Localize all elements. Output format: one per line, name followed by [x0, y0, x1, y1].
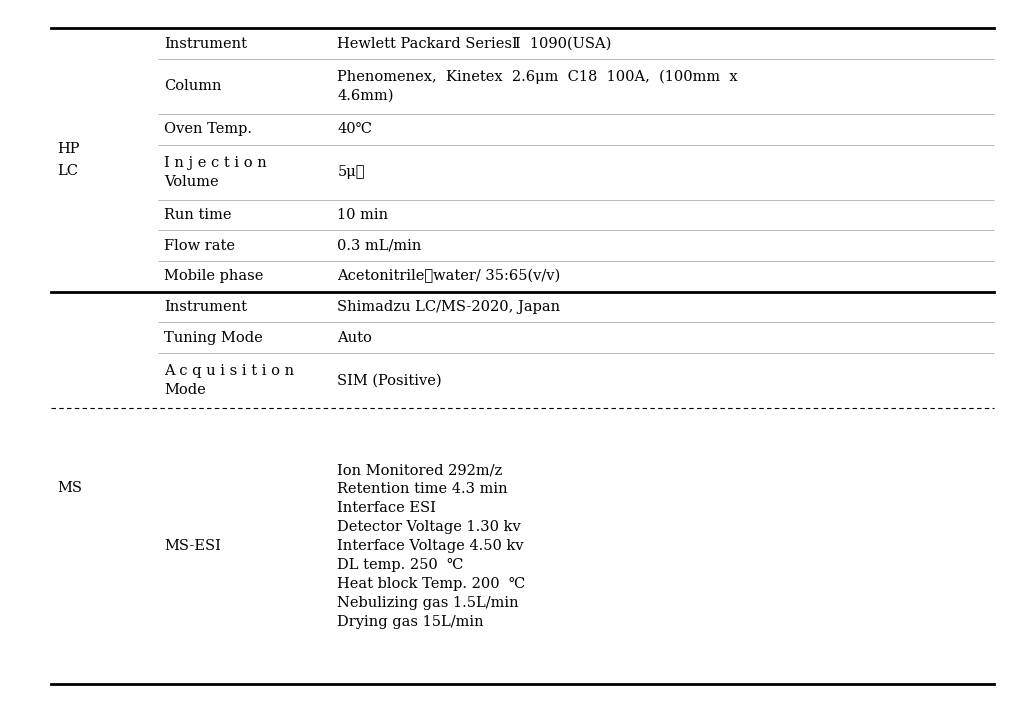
Text: MS-ESI: MS-ESI	[164, 539, 221, 553]
Text: I n j e c t i o n
Volume: I n j e c t i o n Volume	[164, 156, 267, 189]
Text: Ion Monitored 292m/z
Retention time 4.3 min
Interface ESI
Detector Voltage 1.30 : Ion Monitored 292m/z Retention time 4.3 …	[337, 463, 526, 629]
Text: Hewlett Packard SeriesⅡ  1090(USA): Hewlett Packard SeriesⅡ 1090(USA)	[337, 37, 611, 51]
Text: Auto: Auto	[337, 331, 372, 345]
Text: Column: Column	[164, 80, 221, 93]
Text: 0.3 mL/min: 0.3 mL/min	[337, 239, 422, 252]
Text: Mobile phase: Mobile phase	[164, 269, 264, 283]
Text: Instrument: Instrument	[164, 300, 247, 314]
Text: Tuning Mode: Tuning Mode	[164, 331, 263, 345]
Text: 40℃: 40℃	[337, 122, 372, 136]
Text: HP
LC: HP LC	[57, 142, 79, 178]
Text: Run time: Run time	[164, 208, 231, 222]
Text: A c q u i s i t i o n
Mode: A c q u i s i t i o n Mode	[164, 364, 294, 397]
Text: Shimadzu LC/MS-2020, Japan: Shimadzu LC/MS-2020, Japan	[337, 300, 560, 314]
Text: Oven Temp.: Oven Temp.	[164, 122, 252, 136]
Text: MS: MS	[57, 481, 83, 495]
Text: Phenomenex,  Kinetex  2.6μm  C18  100A,  (100mm  x
4.6mm): Phenomenex, Kinetex 2.6μm C18 100A, (100…	[337, 70, 738, 103]
Text: Flow rate: Flow rate	[164, 239, 235, 252]
Text: 5μℓ: 5μℓ	[337, 165, 365, 179]
Text: Instrument: Instrument	[164, 37, 247, 51]
Text: 10 min: 10 min	[337, 208, 388, 222]
Text: SIM (Positive): SIM (Positive)	[337, 374, 442, 388]
Text: Acetonitrile：water/ 35:65(v/v): Acetonitrile：water/ 35:65(v/v)	[337, 269, 560, 283]
